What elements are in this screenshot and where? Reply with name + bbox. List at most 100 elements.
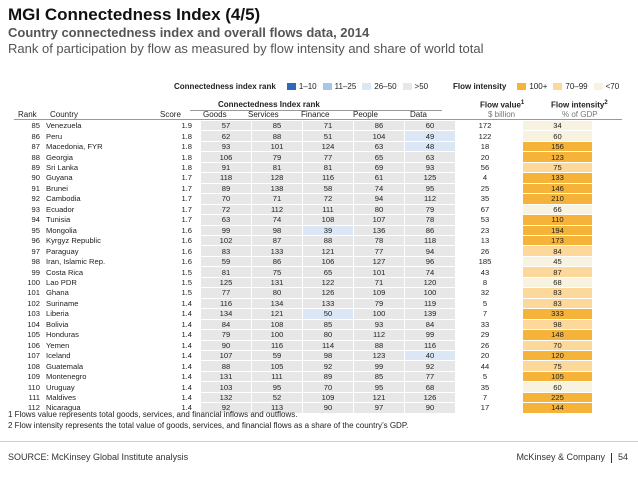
people-rank-cell: 79 [353,298,405,310]
finance-rank-cell: 126 [302,287,354,299]
country-cell: Liberia [46,308,136,320]
column-gap [515,121,523,132]
services-rank-cell: 71 [251,193,303,205]
flow-intensity-cell: 98 [523,319,592,331]
legend-connectedness-rank: Connectedness index rank 1–10 11–25 26–5… [174,80,428,92]
finance-rank-cell: 122 [302,277,354,289]
finance-rank-cell: 89 [302,371,354,383]
flow-intensity-cell: 60 [523,130,592,142]
header-underline [14,119,622,120]
rank-cell: 95 [14,225,46,237]
table-body: 85 Venezuela 1.9 57 85 71 86 60 172 34 86 Peru 1.8 62… [14,121,592,414]
rank-cell: 99 [14,266,46,278]
flow-intensity-cell: 105 [523,371,592,383]
finance-rank-cell: 85 [302,319,354,331]
column-gap [515,350,523,362]
column-gap [515,130,523,142]
score-cell: 1.4 [136,308,201,320]
table-row: 103 Liberia 1.4 134 121 50 100 139 7 333 [14,308,592,320]
services-rank-cell: 100 [251,329,303,341]
finance-rank-cell: 39 [302,225,354,237]
people-rank-cell: 71 [353,277,405,289]
column-gap [515,371,523,383]
flow-intensity-cell: 120 [523,350,592,362]
data-rank-cell: 90 [404,402,455,414]
column-gap [515,266,523,278]
score-cell: 1.7 [136,183,201,195]
services-rank-cell: 98 [251,225,303,237]
page-title: MGI Connectedness Index (4/5) [8,5,261,24]
score-cell: 1.8 [136,162,201,174]
people-rank-cell: 112 [353,329,405,341]
column-gap [515,340,523,351]
data-rank-cell: 48 [404,141,455,153]
table-row: 95 Mongolia 1.6 99 98 39 136 86 23 194 [14,225,592,237]
flow-intensity-cell: 146 [523,183,592,195]
country-cell: Lao PDR [46,277,136,289]
country-cell: Paraguay [46,245,136,257]
column-gap [515,392,523,404]
table-row: 110 Uruguay 1.4 103 95 70 95 68 35 60 [14,381,592,393]
column-gap [515,256,523,268]
flow-intensity-cell: 333 [523,308,592,320]
flow-value-cell: 32 [455,287,515,299]
people-rank-cell: 136 [353,225,405,237]
flow-intensity-cell: 84 [523,245,592,257]
people-rank-cell: 63 [353,141,405,153]
table-row: 94 Tunisia 1.7 63 74 108 107 78 53 110 [14,214,592,226]
header-flow-value: Flow value1 [480,100,524,110]
table-row: 106 Yemen 1.4 90 116 114 88 116 26 70 [14,340,592,351]
country-cell: Yemen [46,340,136,351]
finance-rank-cell: 98 [302,350,354,362]
rank-cell: 87 [14,141,46,153]
data-rank-cell: 63 [404,151,455,163]
score-cell: 1.6 [136,225,201,237]
column-gap [515,235,523,247]
column-gap [515,172,523,184]
finance-rank-cell: 58 [302,183,354,195]
country-cell: Ecuador [46,204,136,216]
rank-cell: 96 [14,235,46,247]
legend-label-over-50: >50 [414,81,429,91]
flow-value-cell: 20 [455,350,515,362]
rank-cell: 100 [14,277,46,289]
country-cell: Guyana [46,172,136,184]
header-data: Data [410,110,427,119]
country-cell: Uruguay [46,381,136,393]
column-gap [515,183,523,195]
people-rank-cell: 109 [353,287,405,299]
data-rank-cell: 95 [404,183,455,195]
legend-swatch-70-99 [553,82,563,90]
country-cell: Iceland [46,350,136,362]
country-cell: Guatemala [46,360,136,372]
people-rank-cell: 121 [353,392,405,404]
legend-swatch-100-plus [517,82,527,90]
country-cell: Suriname [46,298,136,310]
legend-swatch-over-50 [402,82,412,90]
flow-intensity-cell: 156 [523,141,592,153]
rank-cell: 88 [14,151,46,163]
flow-intensity-cell: 87 [523,266,592,278]
column-gap [515,245,523,257]
finance-rank-cell: 124 [302,141,354,153]
column-gap [515,204,523,216]
data-rank-cell: 49 [404,130,455,142]
flow-value-cell: 4 [455,172,515,184]
rank-cell: 97 [14,245,46,257]
flow-value-cell: 33 [455,319,515,331]
flow-intensity-cell: 66 [523,204,592,216]
column-gap [515,329,523,341]
finance-rank-cell: 106 [302,256,354,268]
finance-rank-cell: 77 [302,151,354,163]
table-row: 96 Kyrgyz Republic 1.6 102 87 88 78 118 13 173 [14,235,592,247]
goods-rank-cell: 84 [200,319,252,331]
flow-value-cell: 7 [455,392,515,404]
goods-rank-cell: 90 [200,340,252,351]
rank-cell: 94 [14,214,46,226]
footer-brand: McKinsey & Company 54 [516,452,628,463]
country-cell: Mongolia [46,225,136,237]
page-subtitle: Country connectedness index and overall … [8,25,370,40]
page-number: 54 [617,452,628,462]
score-cell: 1.4 [136,360,201,372]
score-cell: 1.7 [136,172,201,184]
